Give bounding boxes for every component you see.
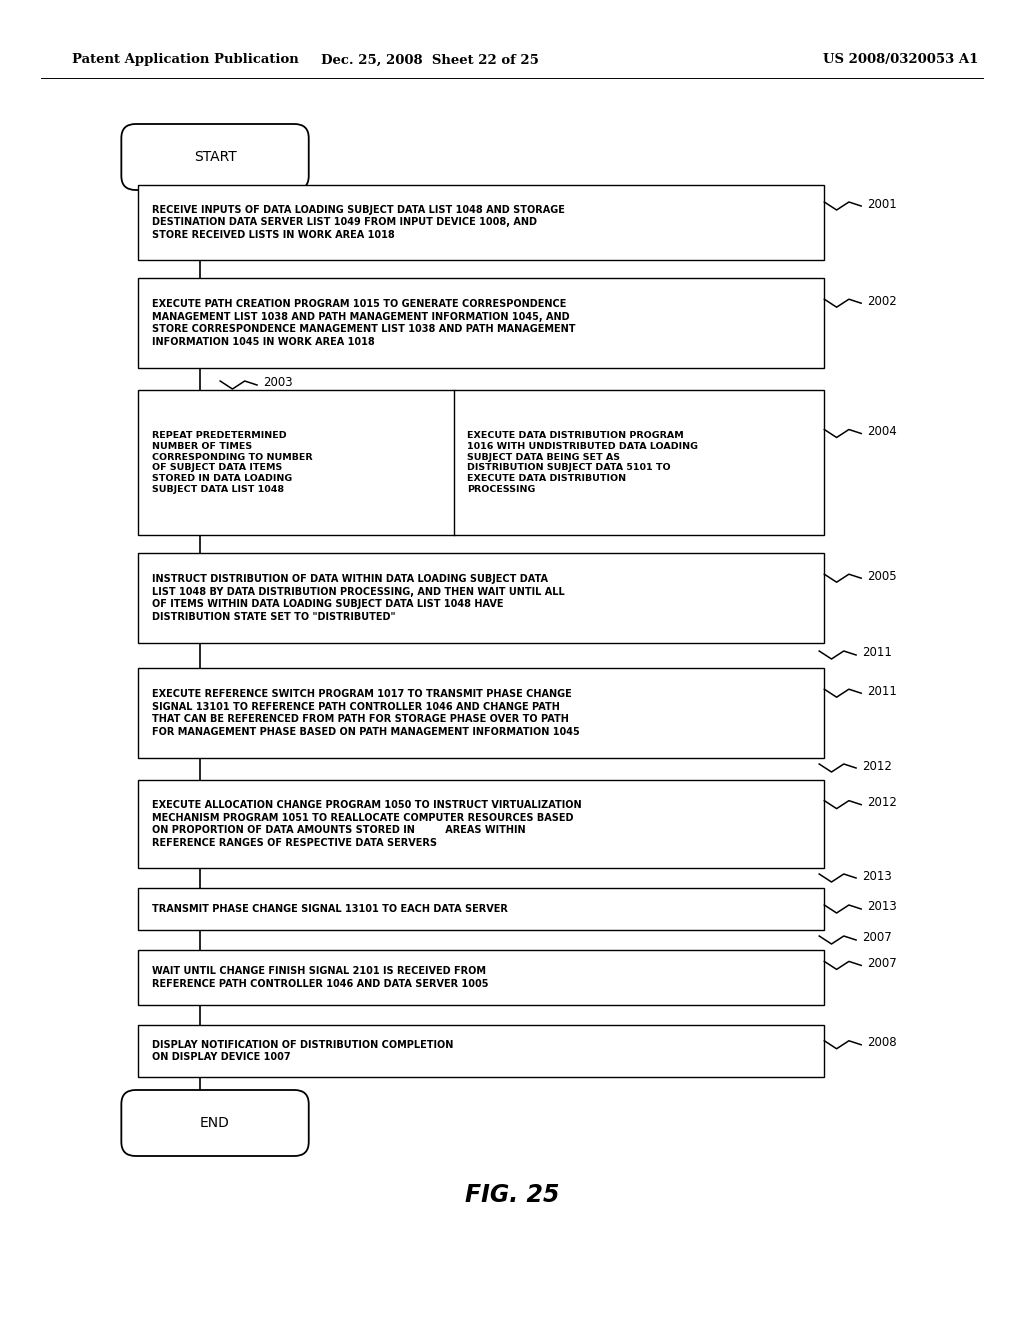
Text: 2011: 2011 bbox=[867, 685, 897, 698]
Bar bbox=[138, 389, 824, 535]
Text: 2011: 2011 bbox=[862, 647, 892, 660]
Text: EXECUTE REFERENCE SWITCH PROGRAM 1017 TO TRANSMIT PHASE CHANGE
SIGNAL 13101 TO R: EXECUTE REFERENCE SWITCH PROGRAM 1017 TO… bbox=[152, 689, 580, 737]
Bar bbox=[138, 888, 824, 931]
Text: 2002: 2002 bbox=[867, 294, 897, 308]
Bar bbox=[138, 950, 824, 1005]
FancyBboxPatch shape bbox=[122, 1090, 309, 1156]
Bar bbox=[138, 780, 824, 869]
Text: 2012: 2012 bbox=[862, 759, 892, 772]
Text: 2007: 2007 bbox=[862, 932, 892, 945]
Bar bbox=[138, 668, 824, 758]
Text: DISPLAY NOTIFICATION OF DISTRIBUTION COMPLETION
ON DISPLAY DEVICE 1007: DISPLAY NOTIFICATION OF DISTRIBUTION COM… bbox=[152, 1040, 453, 1063]
Text: Dec. 25, 2008  Sheet 22 of 25: Dec. 25, 2008 Sheet 22 of 25 bbox=[322, 54, 539, 66]
Text: TRANSMIT PHASE CHANGE SIGNAL 13101 TO EACH DATA SERVER: TRANSMIT PHASE CHANGE SIGNAL 13101 TO EA… bbox=[152, 904, 508, 913]
Text: 2013: 2013 bbox=[867, 900, 897, 913]
Text: 2003: 2003 bbox=[263, 376, 293, 389]
Text: END: END bbox=[200, 1115, 230, 1130]
Text: 2005: 2005 bbox=[867, 570, 897, 582]
Text: FIG. 25: FIG. 25 bbox=[465, 1183, 559, 1206]
Text: 2001: 2001 bbox=[867, 198, 897, 210]
Text: EXECUTE PATH CREATION PROGRAM 1015 TO GENERATE CORRESPONDENCE
MANAGEMENT LIST 10: EXECUTE PATH CREATION PROGRAM 1015 TO GE… bbox=[152, 300, 575, 347]
Bar bbox=[138, 553, 824, 643]
Text: Patent Application Publication: Patent Application Publication bbox=[72, 54, 298, 66]
Text: EXECUTE DATA DISTRIBUTION PROGRAM
1016 WITH UNDISTRIBUTED DATA LOADING
SUBJECT D: EXECUTE DATA DISTRIBUTION PROGRAM 1016 W… bbox=[467, 430, 698, 495]
Text: 2008: 2008 bbox=[867, 1036, 897, 1049]
Text: EXECUTE ALLOCATION CHANGE PROGRAM 1050 TO INSTRUCT VIRTUALIZATION
MECHANISM PROG: EXECUTE ALLOCATION CHANGE PROGRAM 1050 T… bbox=[152, 800, 582, 847]
Text: US 2008/0320053 A1: US 2008/0320053 A1 bbox=[823, 54, 979, 66]
Text: REPEAT PREDETERMINED
NUMBER OF TIMES
CORRESPONDING TO NUMBER
OF SUBJECT DATA ITE: REPEAT PREDETERMINED NUMBER OF TIMES COR… bbox=[152, 430, 312, 495]
Text: 2004: 2004 bbox=[867, 425, 897, 438]
Bar bbox=[138, 1026, 824, 1077]
Text: INSTRUCT DISTRIBUTION OF DATA WITHIN DATA LOADING SUBJECT DATA
LIST 1048 BY DATA: INSTRUCT DISTRIBUTION OF DATA WITHIN DAT… bbox=[152, 574, 564, 622]
Text: START: START bbox=[194, 150, 237, 164]
FancyBboxPatch shape bbox=[122, 124, 309, 190]
Text: 2013: 2013 bbox=[862, 870, 892, 883]
Text: RECEIVE INPUTS OF DATA LOADING SUBJECT DATA LIST 1048 AND STORAGE
DESTINATION DA: RECEIVE INPUTS OF DATA LOADING SUBJECT D… bbox=[152, 205, 564, 240]
Text: 2012: 2012 bbox=[867, 796, 897, 809]
Text: WAIT UNTIL CHANGE FINISH SIGNAL 2101 IS RECEIVED FROM
REFERENCE PATH CONTROLLER : WAIT UNTIL CHANGE FINISH SIGNAL 2101 IS … bbox=[152, 966, 488, 989]
Bar bbox=[138, 185, 824, 260]
Text: 2007: 2007 bbox=[867, 957, 897, 970]
Bar bbox=[138, 279, 824, 368]
